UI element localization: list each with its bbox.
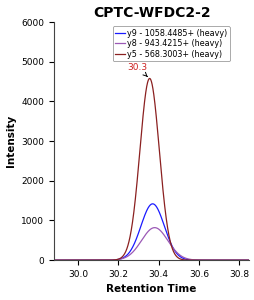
Text: 30.3: 30.3 (127, 63, 147, 76)
Y-axis label: Intensity: Intensity (6, 115, 15, 167)
Title: CPTC-WFDC2-2: CPTC-WFDC2-2 (92, 6, 210, 20)
X-axis label: Retention Time: Retention Time (106, 284, 196, 294)
Legend: y9 - 1058.4485+ (heavy), y8 - 943.4215+ (heavy), y5 - 568.3003+ (heavy): y9 - 1058.4485+ (heavy), y8 - 943.4215+ … (112, 26, 229, 61)
